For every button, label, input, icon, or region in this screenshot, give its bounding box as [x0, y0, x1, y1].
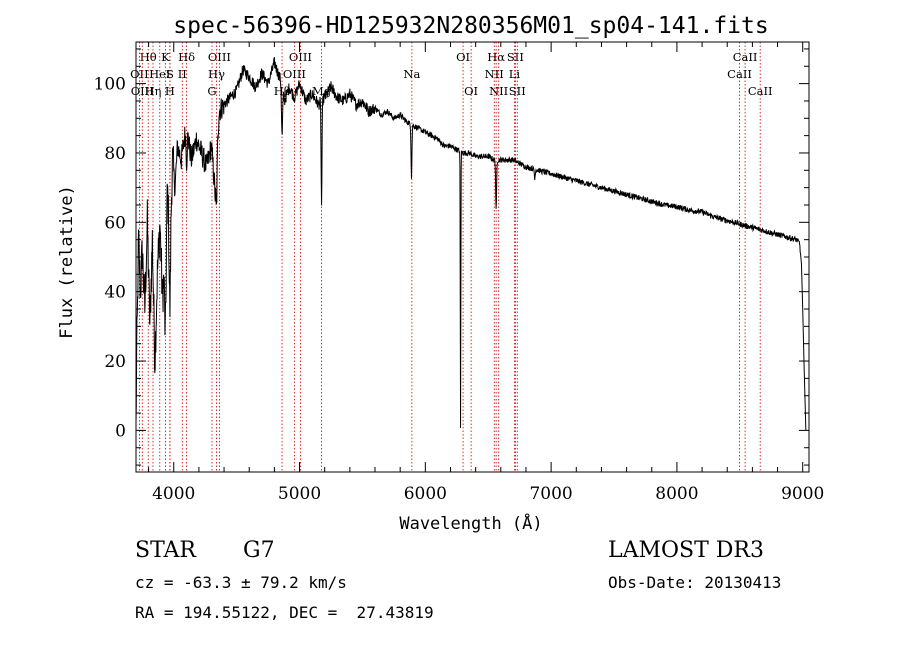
- line-marker-label-9: II: [178, 67, 187, 81]
- line-marker-label-12: G: [207, 84, 216, 98]
- line-marker-label-21: SII: [507, 50, 524, 64]
- object-class: STAR: [135, 538, 196, 563]
- line-marker-label-27: CaII: [727, 67, 752, 81]
- line-marker-label-22: NII: [485, 67, 504, 81]
- y-tick-label-2: 40: [104, 283, 126, 303]
- x-tick-label-0: 4000: [152, 484, 195, 504]
- line-marker-label-26: CaII: [733, 50, 758, 64]
- line-marker-label-4: K: [161, 50, 170, 64]
- line-marker-label-24: NII: [489, 84, 508, 98]
- line-marker-label-28: CaII: [748, 84, 773, 98]
- line-marker-label-3: Hη: [145, 84, 162, 98]
- line-marker-label-13: OIII: [289, 50, 312, 64]
- line-marker-label-2: OIII: [131, 84, 154, 98]
- tick-labels: 4000 5000 6000 7000 8000 9000 0 20 40 60 80 100: [94, 75, 825, 504]
- line-marker-label-8: Hδ: [178, 50, 195, 64]
- y-axis-label: Flux (relative): [57, 185, 77, 339]
- y-tick-label-4: 80: [104, 144, 126, 164]
- line-marker-label-10: OIII: [208, 50, 231, 64]
- spectrum-series: [135, 57, 807, 431]
- x-tick-label-4: 8000: [655, 484, 698, 504]
- line-marker-label-17: Na: [403, 67, 420, 81]
- x-tick-label-1: 5000: [278, 484, 321, 504]
- y-tick-label-0: 0: [115, 421, 126, 441]
- line-marker-label-19: OI: [464, 84, 478, 98]
- line-marker-label-11: Hγ: [208, 67, 225, 81]
- y-tick-label-1: 20: [104, 352, 126, 372]
- axes: [135, 41, 810, 473]
- plot-frame: [135, 41, 810, 473]
- redshift-cz: cz = -63.3 ± 79.2 km/s: [135, 573, 347, 592]
- line-marker-label-5: HeI: [149, 67, 170, 81]
- line-marker-label-14: OIII: [283, 67, 306, 81]
- line-marker-label-23: Li: [509, 67, 521, 81]
- y-tick-label-3: 60: [104, 213, 126, 233]
- line-marker-label-25: SII: [509, 84, 526, 98]
- x-tick-label-5: 9000: [781, 484, 824, 504]
- chart-title: spec-56396-HD125932N280356M01_sp04-141.f…: [173, 13, 768, 39]
- line-marker-label-1: OII: [130, 67, 149, 81]
- spectrum-line: [135, 57, 807, 431]
- survey-name: LAMOST DR3: [608, 538, 764, 563]
- x-tick-label-3: 7000: [529, 484, 572, 504]
- spectral-line-markers: HθOIIOIIIHηKHeISHHδIIOIIIHγGOIIIOIIIHβMg…: [130, 42, 773, 472]
- line-marker-label-20: Hα: [487, 50, 505, 64]
- line-marker-label-18: OI: [456, 50, 470, 64]
- coordinates: RA = 194.55122, DEC = 27.43819: [135, 603, 434, 622]
- x-tick-label-2: 6000: [404, 484, 447, 504]
- line-marker-label-0: Hθ: [140, 50, 157, 64]
- object-subclass: G7: [243, 538, 275, 563]
- x-axis-label: Wavelength (Å): [399, 512, 542, 534]
- line-marker-label-7: H: [165, 84, 175, 98]
- y-tick-label-5: 100: [94, 75, 126, 95]
- observation-date: Obs-Date: 20130413: [608, 573, 782, 592]
